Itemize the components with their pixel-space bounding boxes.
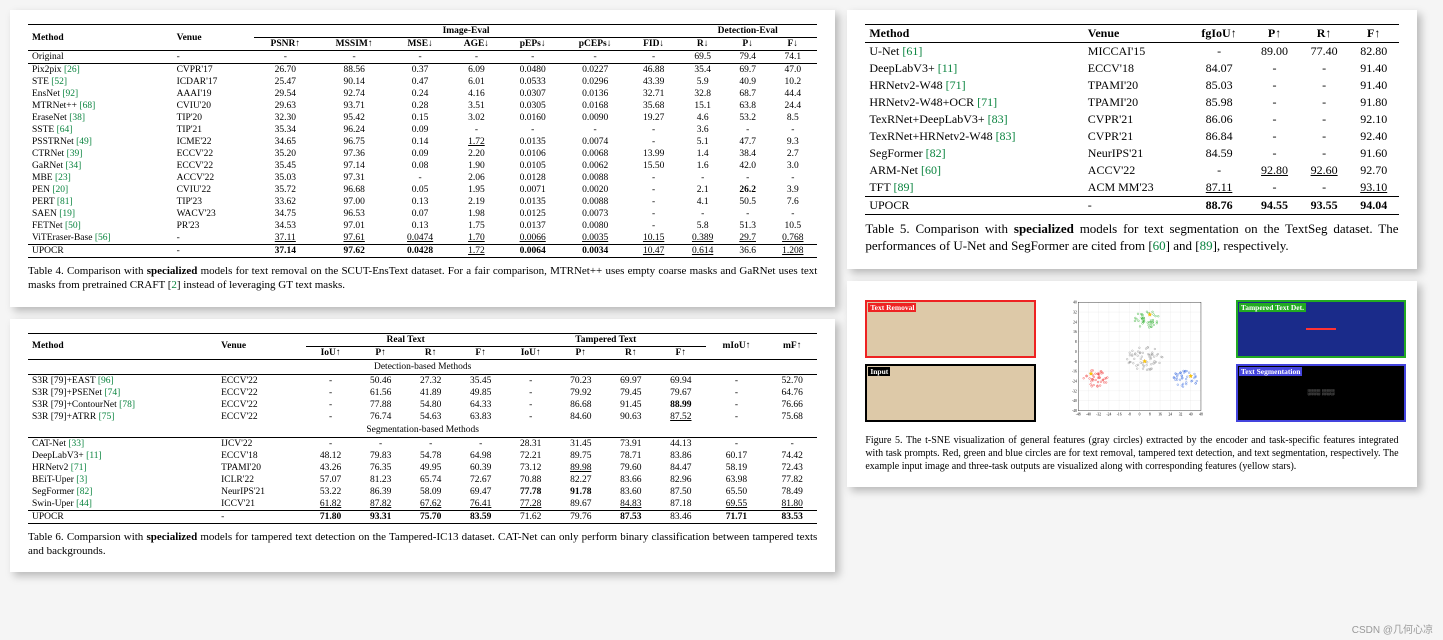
table6-caption: Table 6. Comparsion with specialized mod…	[28, 530, 817, 559]
table4-body: Original --------69.579.474.1Pix2pix [26…	[28, 51, 817, 258]
th6-miou: mIoU↑	[706, 333, 767, 359]
figure5-caption: Figure 5. The t-SNE visualization of gen…	[865, 434, 1398, 473]
figure5: Text Removal Input -48 -40 -32 -24 -16 -8 0 8 16…	[865, 295, 1398, 428]
th6-tamp: Tampered Text	[506, 333, 706, 346]
table4-caption: Table 4. Comparison with specialized mod…	[28, 264, 817, 293]
th5-c1: P↑	[1250, 25, 1300, 43]
table4: Method Venue Image-Eval Detection-Eval P…	[28, 24, 817, 258]
scatter-svg: -48 -40 -32 -24 -16 -8 0 8 16 24 32 40 48 -48 -40 -32 -2…	[1040, 295, 1232, 425]
svg-text:-40: -40	[1072, 399, 1077, 403]
svg-text:-8: -8	[1074, 360, 1077, 364]
table6-card: Method Venue Real Text Tampered Text mIo…	[10, 319, 835, 573]
th5-c0: fgIoU↑	[1188, 25, 1249, 43]
svg-text:24: 24	[1168, 412, 1172, 416]
table5-body: U-Net [61]MICCAI'15-89.0077.4082.80DeepL…	[865, 43, 1398, 215]
th5-c3: F↑	[1349, 25, 1399, 43]
svg-text:-40: -40	[1086, 412, 1091, 416]
svg-text:-8: -8	[1128, 412, 1131, 416]
table5: Method Venue fgIoU↑ P↑ R↑ F↑ U-Net [61]M…	[865, 24, 1398, 215]
table5-card: Method Venue fgIoU↑ P↑ R↑ F↑ U-Net [61]M…	[847, 10, 1416, 269]
svg-text:0: 0	[1139, 412, 1141, 416]
th5-method: Method	[865, 25, 1083, 43]
svg-text:0: 0	[1075, 350, 1077, 354]
svg-text:32: 32	[1179, 412, 1183, 416]
svg-text:-48: -48	[1076, 412, 1081, 416]
th6-mf: mF↑	[767, 333, 817, 359]
thumb-tampered-det: Tampered Text Det.	[1236, 300, 1407, 358]
svg-text:-32: -32	[1072, 389, 1077, 393]
th-method: Method	[28, 25, 173, 51]
table6-body: Detection-based MethodsS3R [79]+EAST [96…	[28, 359, 817, 523]
th5-c2: R↑	[1299, 25, 1349, 43]
th6-venue: Venue	[217, 333, 305, 359]
svg-text:24: 24	[1073, 320, 1077, 324]
th6-real: Real Text	[306, 333, 506, 346]
table4-card: Method Venue Image-Eval Detection-Eval P…	[10, 10, 835, 307]
th-det-eval: Detection-Eval	[678, 25, 817, 38]
svg-text:-16: -16	[1117, 412, 1122, 416]
table5-caption: Table 5. Comparison with specialized mod…	[865, 221, 1398, 255]
th6-method: Method	[28, 333, 217, 359]
thumb-input: Input	[865, 364, 1036, 422]
figure5-card: Text Removal Input -48 -40 -32 -24 -16 -8 0 8 16…	[847, 281, 1416, 487]
svg-text:-24: -24	[1106, 412, 1111, 416]
svg-text:8: 8	[1075, 340, 1077, 344]
svg-text:40: 40	[1073, 300, 1077, 304]
table6: Method Venue Real Text Tampered Text mIo…	[28, 333, 817, 524]
svg-text:-16: -16	[1072, 369, 1077, 373]
scatter-plot: -48 -40 -32 -24 -16 -8 0 8 16 24 32 40 48 -48 -40 -32 -2…	[1040, 295, 1232, 428]
th-image-eval: Image-Eval	[254, 25, 678, 38]
thumb-text-seg: Text Segmentation ░░░ ░░░	[1236, 364, 1407, 422]
watermark: CSDN @几何心凉	[1352, 621, 1433, 636]
thumb-text-removal: Text Removal	[865, 300, 1036, 358]
svg-text:-24: -24	[1072, 379, 1077, 383]
svg-text:32: 32	[1073, 310, 1077, 314]
svg-text:-32: -32	[1096, 412, 1101, 416]
svg-text:16: 16	[1073, 330, 1077, 334]
svg-text:40: 40	[1189, 412, 1193, 416]
svg-text:16: 16	[1158, 412, 1162, 416]
th-venue: Venue	[173, 25, 254, 51]
svg-text:8: 8	[1149, 412, 1151, 416]
th5-venue: Venue	[1084, 25, 1189, 43]
svg-text:48: 48	[1199, 412, 1203, 416]
svg-text:-48: -48	[1072, 409, 1077, 413]
